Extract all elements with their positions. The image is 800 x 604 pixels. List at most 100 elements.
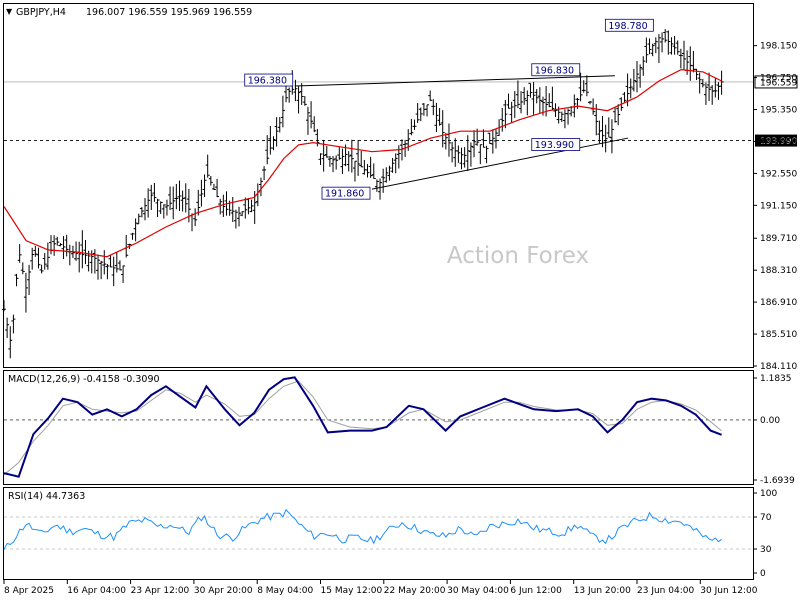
price-bar: [666, 30, 671, 55]
price-bar: [262, 166, 267, 181]
price-bar: [547, 93, 552, 108]
price-bar: [121, 265, 126, 284]
price-bar: [719, 70, 724, 95]
price-bar: [591, 98, 596, 115]
price-panel-frame: [3, 3, 754, 368]
price-bar: [603, 124, 608, 153]
price-bar: [202, 174, 207, 197]
price-bar: [309, 101, 314, 129]
price-bar: [133, 218, 138, 242]
price-bar: [237, 206, 242, 227]
price-bar: [17, 244, 22, 263]
current-price-tag: [754, 75, 798, 89]
price-bar: [531, 81, 536, 115]
price-bar: [208, 176, 213, 186]
macd-title: MACD(12,26,9) -0.4158 -0.3090: [8, 374, 160, 385]
price-bar: [703, 82, 708, 105]
price-bar: [265, 135, 270, 165]
price-ytick-label: 189.710: [760, 234, 797, 244]
price-bar: [305, 106, 310, 135]
price-bar: [58, 243, 63, 247]
price-bar: [302, 95, 307, 106]
price-bar: [152, 182, 157, 202]
price-bar: [374, 179, 379, 192]
price-bar: [713, 78, 718, 98]
price-bar: [656, 34, 661, 64]
price-bar: [484, 145, 489, 164]
price-bar: [124, 234, 129, 258]
price-bar: [49, 235, 54, 255]
price-bar: [346, 151, 351, 172]
price-ytick-label: 196.750: [760, 74, 797, 84]
price-annotation-box: [604, 18, 654, 32]
price-bar: [572, 94, 577, 118]
price-bar: [299, 83, 304, 105]
price-bar: [61, 236, 66, 260]
price-bar: [609, 119, 614, 154]
price-bar: [359, 150, 364, 168]
price-bar: [616, 104, 621, 126]
price-bar: [99, 260, 104, 280]
price-bar: [340, 148, 345, 174]
price-ytick-label: 185.510: [760, 330, 797, 340]
price-bar: [678, 48, 683, 69]
price-bar: [396, 145, 401, 169]
price-bar: [365, 164, 370, 178]
price-annotation-box: [321, 186, 371, 200]
collapse-triangle-icon[interactable]: ▼: [6, 7, 13, 16]
price-bar: [490, 129, 495, 154]
price-ytick-label: 195.350: [760, 106, 797, 116]
x-tick-label: 23 Jun 04:00: [637, 586, 694, 596]
price-bar: [622, 92, 627, 103]
price-bar: [481, 129, 486, 148]
price-bar: [243, 197, 248, 219]
price-bar: [55, 236, 60, 246]
price-bar: [581, 80, 586, 93]
x-tick-label: 6 Jun 12:00: [510, 586, 562, 596]
price-bar: [669, 37, 674, 55]
price-bar: [453, 138, 458, 167]
price-bar: [196, 189, 201, 216]
x-tick-label: 30 May 04:00: [447, 586, 509, 596]
price-bar: [390, 157, 395, 173]
macd-ytick-label: -1.6939: [760, 476, 795, 486]
price-bar: [27, 264, 32, 296]
price-bar: [440, 110, 445, 148]
price-bar: [493, 129, 498, 149]
price-bar: [293, 79, 298, 102]
price-bar: [428, 90, 433, 101]
price-bar: [183, 183, 188, 213]
price-bar: [628, 78, 633, 99]
rsi-ytick-label: 70: [760, 513, 772, 523]
price-bar: [92, 249, 97, 274]
price-bar: [418, 107, 423, 122]
price-bar: [5, 317, 10, 339]
price-bar: [606, 117, 611, 138]
price-bar: [575, 97, 580, 110]
price-bar: [681, 40, 686, 70]
price-bar: [515, 80, 520, 109]
price-bar: [83, 239, 88, 265]
price-bar: [240, 211, 245, 217]
watermark: Action Forex: [447, 243, 589, 269]
price-bar: [650, 43, 655, 57]
price-ytick-label: 198.150: [760, 42, 797, 52]
x-tick-label: 16 Apr 04:00: [67, 586, 126, 596]
price-bar: [8, 326, 13, 359]
price-bar: [33, 246, 38, 257]
price-bar: [42, 252, 47, 270]
price-annotation-box: [244, 73, 294, 87]
price-bar: [14, 273, 19, 287]
price-bar: [39, 264, 44, 274]
price-bar: [233, 209, 238, 229]
price-bar: [534, 89, 539, 104]
price-bar: [161, 204, 166, 219]
price-ytick-label: 191.150: [760, 201, 797, 211]
price-bar: [352, 160, 357, 182]
price-bar: [578, 72, 583, 102]
price-bar: [334, 155, 339, 170]
price-bar: [707, 72, 712, 101]
symbol-label: GBPJPY,H4: [16, 7, 66, 18]
price-bar: [74, 241, 79, 261]
